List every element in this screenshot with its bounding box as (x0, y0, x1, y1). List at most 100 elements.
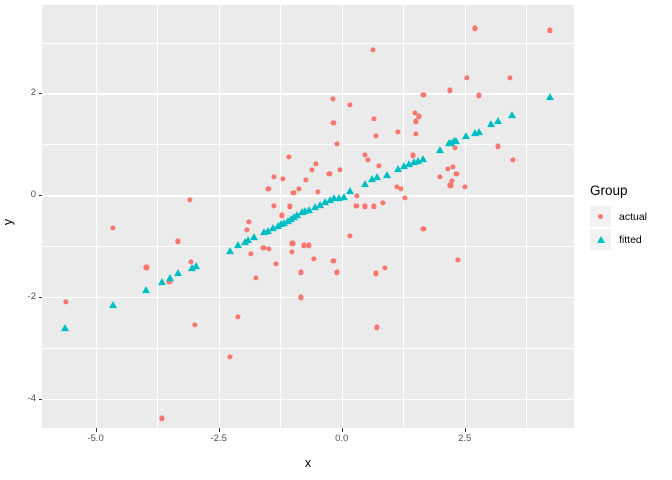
data-point-fitted (233, 241, 242, 249)
y-tick-mark (38, 93, 42, 95)
data-point-actual (547, 27, 553, 33)
data-point-actual (290, 190, 297, 196)
data-point-fitted (165, 274, 174, 282)
data-point-actual (416, 113, 422, 119)
data-point-actual (447, 182, 454, 189)
data-point-actual (455, 257, 461, 263)
data-point-fitted (393, 165, 402, 173)
data-point-actual (362, 152, 368, 158)
data-point-actual (471, 25, 478, 31)
data-point-actual (371, 203, 377, 209)
data-point-fitted (545, 93, 554, 101)
legend-label-actual: actual (619, 210, 648, 223)
data-point-actual (346, 233, 353, 239)
x-tick-label: 2.5 (458, 433, 472, 444)
data-point-actual (353, 203, 360, 209)
data-point-actual (330, 95, 336, 102)
x-major-gridline (464, 5, 467, 428)
data-point-fitted (225, 246, 234, 254)
data-point-fitted (279, 218, 288, 226)
data-point-fitted (346, 187, 355, 195)
data-point-actual (334, 269, 340, 276)
data-point-actual (248, 251, 254, 257)
data-point-actual (354, 193, 360, 199)
data-point-actual (410, 152, 416, 159)
data-point-actual (315, 188, 321, 195)
x-tick-label: -2.5 (210, 433, 227, 444)
y-minor-gridline (42, 347, 574, 349)
data-point-actual (188, 259, 194, 265)
x-major-gridline (95, 5, 98, 428)
x-major-gridline (341, 5, 344, 428)
legend-entry-fitted: fitted (590, 229, 670, 250)
data-point-actual (253, 274, 259, 281)
data-point-actual (286, 203, 293, 209)
legend-label-fitted: fitted (619, 233, 642, 246)
data-point-actual (175, 238, 181, 244)
y-tick-mark (38, 195, 42, 197)
data-point-actual (475, 92, 482, 99)
y-tick-mark (38, 296, 42, 298)
data-point-fitted (191, 262, 200, 270)
y-major-gridline (42, 296, 574, 299)
data-point-actual (301, 242, 307, 249)
data-point-fitted (243, 236, 252, 244)
data-point-actual (506, 75, 513, 81)
data-point-actual (166, 279, 173, 285)
y-tick-label: -2 (27, 290, 36, 302)
data-point-actual (464, 75, 470, 81)
data-point-actual (289, 240, 296, 247)
data-point-fitted (452, 136, 461, 144)
y-tick-label: 0 (30, 189, 36, 201)
x-tick-mark (464, 428, 466, 432)
data-point-fitted (305, 206, 314, 214)
data-point-actual (330, 258, 336, 264)
y-tick-mark (38, 398, 42, 400)
data-point-fitted (334, 193, 343, 201)
data-point-actual (362, 203, 368, 209)
actual-circle-marker-icon (597, 213, 604, 220)
data-point-actual (110, 225, 116, 231)
data-point-actual (143, 264, 149, 270)
fitted-triangle-marker-icon (596, 236, 605, 243)
legend-key-fitted (590, 229, 611, 250)
data-point-fitted (310, 203, 319, 211)
data-point-actual (411, 110, 418, 116)
legend-entry-actual: actual (590, 206, 670, 227)
data-point-actual (381, 265, 388, 271)
data-point-fitted (507, 110, 516, 118)
data-point-actual (398, 185, 404, 192)
data-point-fitted (409, 157, 418, 165)
data-point-actual (273, 261, 279, 267)
data-point-fitted (382, 170, 391, 178)
data-point-fitted (250, 232, 259, 240)
data-point-actual (450, 164, 456, 170)
data-point-actual (373, 133, 379, 139)
data-point-actual (246, 218, 252, 225)
data-point-fitted (340, 192, 349, 200)
y-minor-gridline (42, 42, 574, 44)
data-point-actual (265, 185, 271, 192)
data-point-actual (288, 249, 295, 255)
data-point-actual (158, 415, 165, 421)
data-point-fitted (142, 285, 151, 293)
data-point-actual (306, 242, 312, 249)
data-point-actual (63, 299, 69, 305)
data-point-fitted (493, 117, 502, 125)
data-point-actual (266, 246, 272, 252)
x-axis-title: x (304, 456, 312, 470)
data-point-fitted (486, 120, 495, 128)
data-point-actual (326, 171, 332, 177)
data-point-fitted (404, 159, 413, 167)
y-major-gridline (42, 195, 574, 197)
plot-panel (42, 5, 574, 428)
data-point-fitted (475, 128, 484, 136)
data-point-actual (303, 177, 309, 183)
data-point-actual (313, 161, 319, 167)
data-point-actual (330, 120, 336, 126)
data-point-fitted (321, 198, 330, 206)
data-point-actual (495, 143, 501, 149)
data-point-fitted (462, 132, 471, 140)
data-point-actual (412, 131, 419, 137)
data-point-fitted (413, 156, 422, 164)
